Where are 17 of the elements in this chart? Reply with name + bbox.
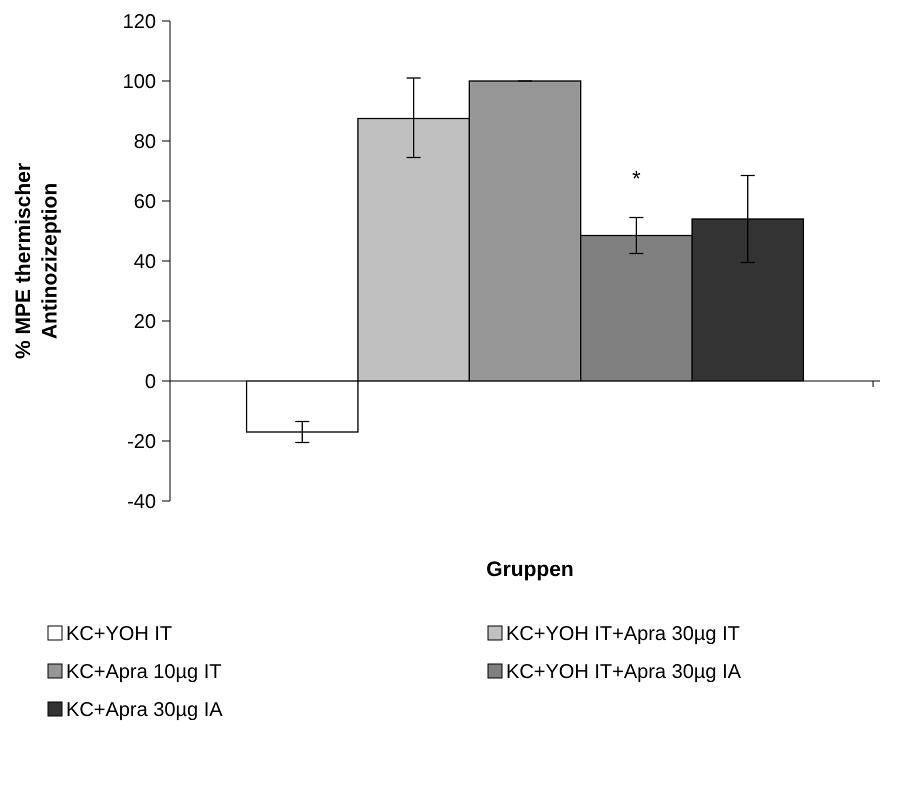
y-tick-label: 80 <box>134 131 156 153</box>
y-tick-label: -20 <box>127 431 156 453</box>
legend-label: KC+Apra 10µg IT <box>66 661 222 683</box>
legend-label: KC+YOH IT+Apra 30µg IT <box>506 623 740 645</box>
y-tick-label: 120 <box>122 11 156 33</box>
y-tick-label: 40 <box>134 251 156 273</box>
legend-label: KC+Apra 30µg IA <box>66 699 224 721</box>
x-axis-title: Gruppen <box>486 558 574 581</box>
y-tick-label: 60 <box>134 191 156 213</box>
y-tick-label: 20 <box>134 311 156 333</box>
y-tick-label: 100 <box>122 71 156 93</box>
annotation: * <box>632 166 642 191</box>
y-tick-label: -40 <box>127 491 156 513</box>
y-tick-label: 0 <box>144 371 156 393</box>
legend-label: KC+YOH IT <box>66 623 172 645</box>
y-axis-title: % MPE thermischer Antinozizeption <box>12 162 62 360</box>
legend-label: KC+YOH IT+Apra 30µg IA <box>506 661 742 683</box>
